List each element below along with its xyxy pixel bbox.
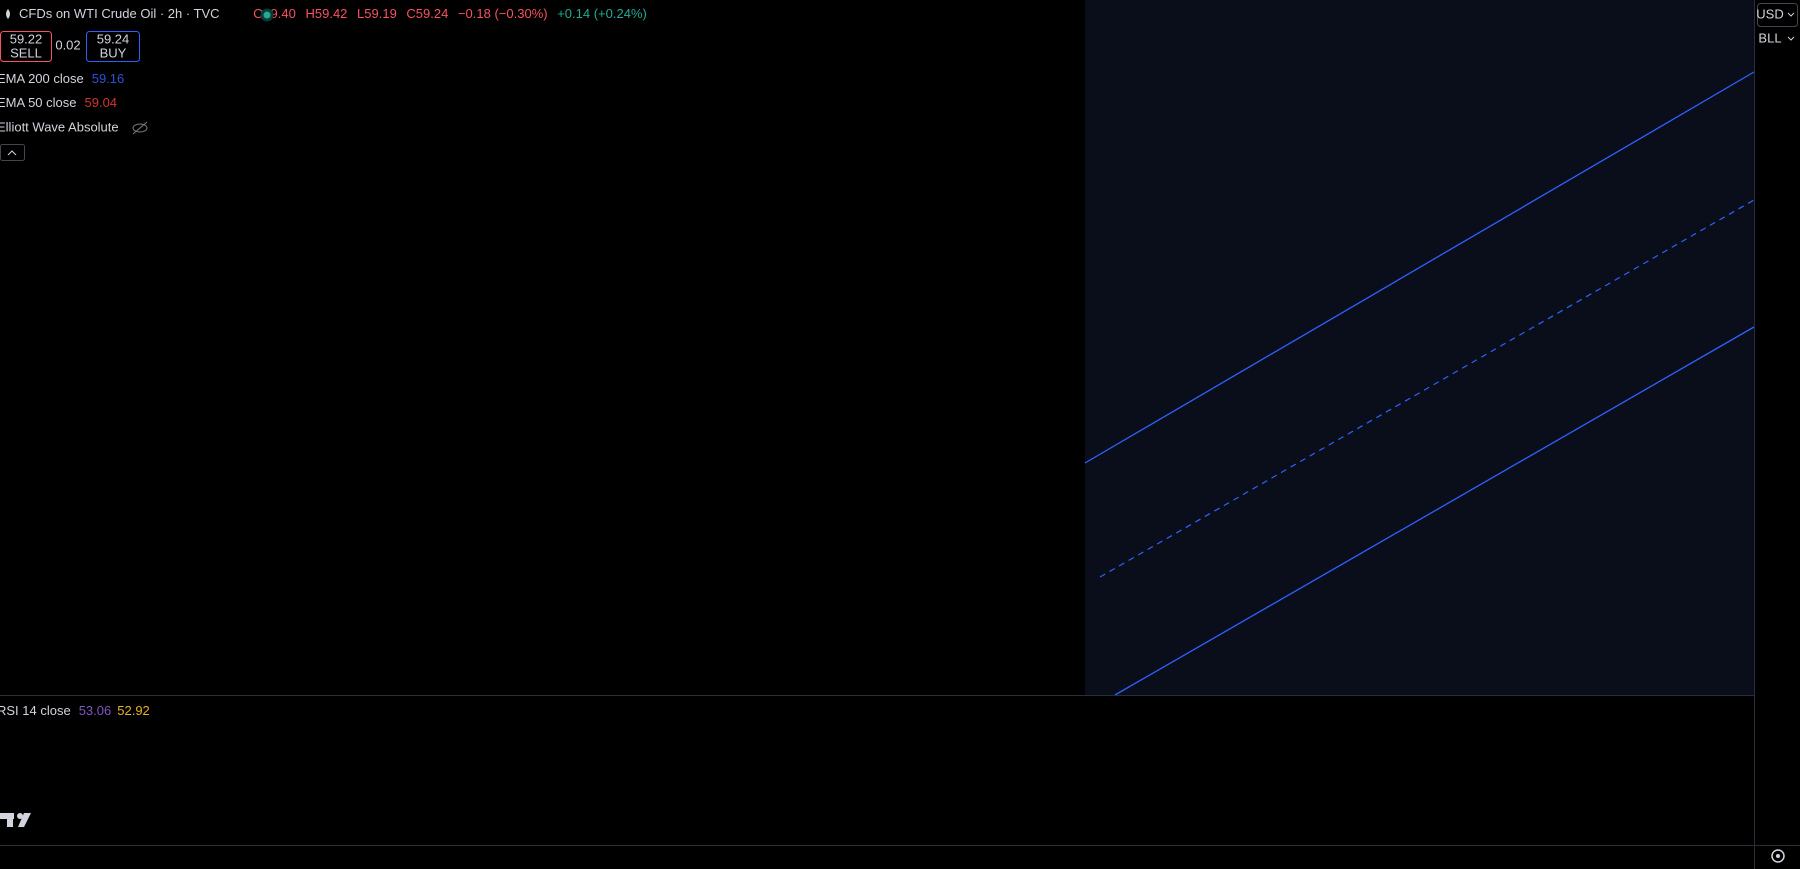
ohlc-close: C59.24 <box>406 6 448 21</box>
ema200-name: EMA 200 close <box>0 71 84 86</box>
change: −0.18 (−0.30%) <box>458 6 548 21</box>
rsi-name: RSI 14 close <box>0 703 71 718</box>
ema200-legend[interactable]: EMA 200 close 59.16 <box>0 71 124 86</box>
unit[interactable]: BLL <box>1758 30 1781 45</box>
channel-lower <box>1114 326 1755 696</box>
market-status <box>260 8 274 22</box>
sell-button[interactable] <box>0 31 52 62</box>
settings-icon[interactable] <box>1771 849 1785 863</box>
collapse-icon <box>7 150 17 156</box>
currency: USD <box>1756 6 1783 21</box>
rsi-ma-value: 52.92 <box>117 703 150 718</box>
ohlc-high: H59.42 <box>305 6 347 21</box>
rsi-legend[interactable]: RSI 14 close 53.06 52.92 <box>0 703 150 718</box>
elliott-legend[interactable]: Elliott Wave Absolute <box>0 119 119 134</box>
buy-label: BUY <box>100 45 127 60</box>
tv-logo <box>0 813 31 827</box>
drop-icon <box>6 9 10 19</box>
ohlc-low: L59.19 <box>357 6 397 21</box>
channel-mid <box>1099 199 1755 578</box>
ema50-legend[interactable]: EMA 50 close 59.04 <box>0 95 117 110</box>
ema200-value: 59.16 <box>92 71 125 86</box>
session-change: +0.14 (+0.24%) <box>557 6 647 21</box>
currency-button[interactable] <box>1757 3 1798 27</box>
hidden-eye-icon[interactable] <box>132 121 148 135</box>
collapse-button[interactable] <box>0 144 25 161</box>
symbol[interactable]: CFDs on WTI Crude Oil · 2h · TVC <box>19 6 220 21</box>
channel-shade <box>1085 0 1754 695</box>
dropdown-arrows <box>1787 12 1795 41</box>
buy-price: 59.24 <box>97 31 130 46</box>
sell-price: 59.22 <box>10 31 43 46</box>
spread: 0.02 <box>55 37 80 52</box>
rsi-value: 53.06 <box>79 703 112 718</box>
sell-label: SELL <box>10 45 42 60</box>
ema50-value: 59.04 <box>85 95 118 110</box>
ema50-name: EMA 50 close <box>0 95 77 110</box>
ohlc-open: O59.40 <box>253 6 296 21</box>
channel-upper <box>1084 71 1755 464</box>
buy-button[interactable] <box>86 31 140 62</box>
